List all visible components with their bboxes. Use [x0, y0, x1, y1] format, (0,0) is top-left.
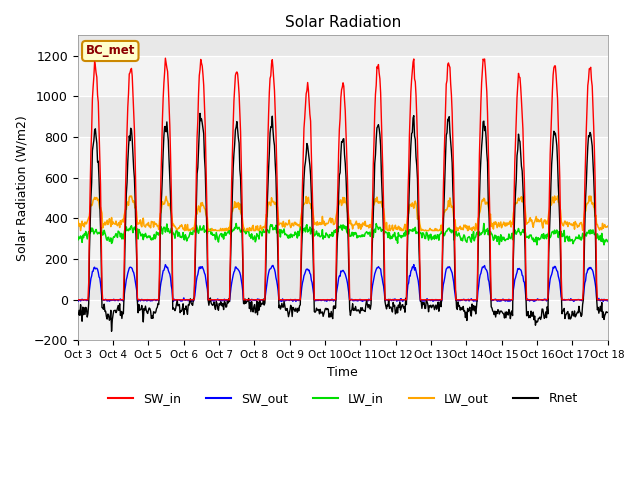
- Bar: [77, 300, 608, 340]
- Bar: [77, 56, 608, 96]
- X-axis label: Time: Time: [327, 366, 358, 379]
- Bar: [77, 137, 608, 178]
- Title: Solar Radiation: Solar Radiation: [285, 15, 401, 30]
- Bar: [77, 218, 608, 259]
- Text: BC_met: BC_met: [86, 45, 135, 58]
- Legend: SW_in, SW_out, LW_in, LW_out, Rnet: SW_in, SW_out, LW_in, LW_out, Rnet: [102, 387, 582, 410]
- Y-axis label: Solar Radiation (W/m2): Solar Radiation (W/m2): [15, 115, 28, 261]
